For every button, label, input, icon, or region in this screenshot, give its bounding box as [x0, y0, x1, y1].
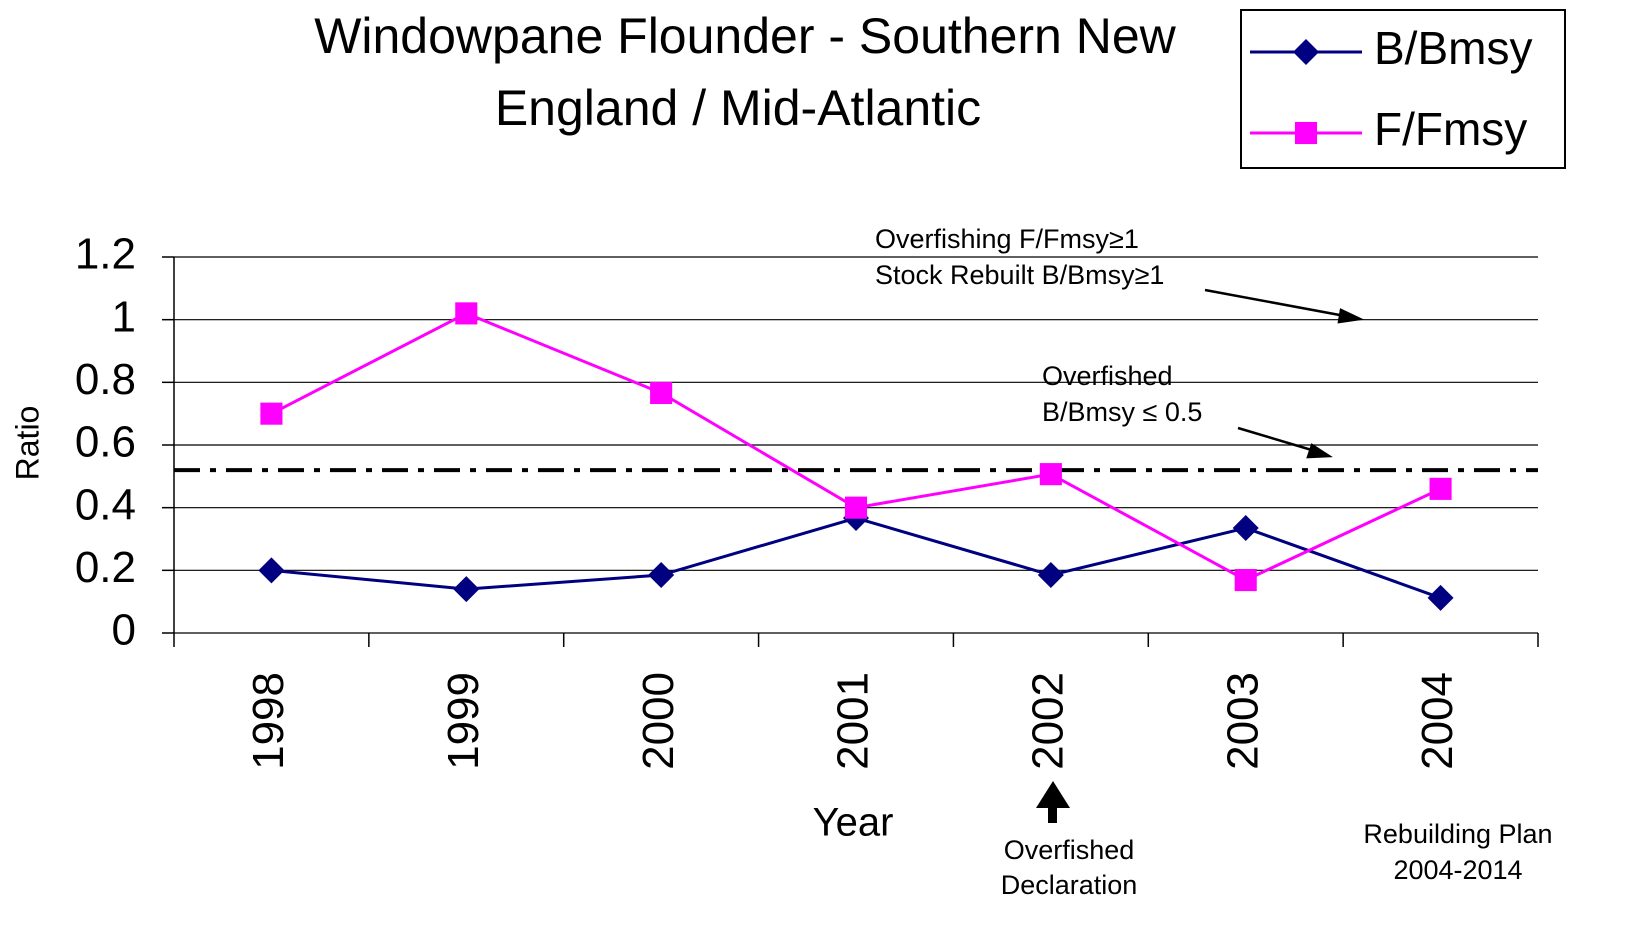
marker	[1294, 121, 1318, 145]
x-tick-label: 1998	[244, 672, 293, 770]
legend-label: B/Bmsy	[1374, 22, 1532, 74]
annotation: B/Bmsy ≤ 0.5	[1042, 397, 1202, 427]
arrow	[1204, 288, 1346, 318]
chart-title: England / Mid-Atlantic	[495, 80, 981, 136]
marker	[1234, 568, 1257, 592]
annotation: Declaration	[1001, 870, 1138, 900]
marker	[648, 562, 675, 589]
marker	[455, 302, 478, 325]
arrow-head	[1337, 308, 1365, 324]
y-tick-label: 0.6	[75, 418, 136, 467]
marker	[453, 576, 480, 603]
marker	[260, 402, 283, 425]
arrow-head	[1306, 443, 1333, 459]
x-axis-label: Year	[813, 801, 894, 845]
marker	[844, 496, 868, 519]
marker	[258, 557, 285, 584]
x-tick-label: 1999	[439, 672, 488, 770]
arrow	[1237, 426, 1316, 453]
annotation: Rebuilding Plan	[1363, 819, 1552, 849]
x-tick-label: 2003	[1218, 672, 1267, 770]
marker	[1039, 463, 1062, 486]
y-tick-label: 1.2	[75, 230, 136, 279]
arrows	[1036, 288, 1365, 823]
y-axis-label: Ratio	[9, 406, 45, 481]
x-tick-label: 2002	[1023, 672, 1072, 770]
marker	[650, 381, 673, 405]
marker	[1293, 39, 1319, 65]
annotation: 2004-2014	[1393, 855, 1522, 885]
y-tick-label: 1	[112, 292, 136, 341]
arrow	[1048, 805, 1057, 823]
y-tick-label: 0.4	[75, 480, 136, 529]
y-tick-label: 0	[112, 606, 136, 655]
marker	[1427, 584, 1454, 611]
marker	[1037, 562, 1064, 589]
y-tick-label: 0.2	[75, 543, 136, 592]
annotation: Overfishing F/Fmsy≥1	[875, 224, 1139, 254]
x-tick-label: 2004	[1413, 672, 1462, 770]
annotation: Overfished	[1004, 835, 1135, 865]
x-tick-label: 2000	[634, 672, 683, 770]
annotation: Overfished	[1042, 361, 1173, 391]
chart-title: Windowpane Flounder - Southern New	[314, 8, 1176, 64]
y-tick-label: 0.8	[75, 355, 136, 404]
series-line	[270, 311, 1442, 582]
x-tick-label: 2001	[829, 672, 878, 770]
marker	[1232, 515, 1259, 542]
annotation: Stock Rebuilt B/Bmsy≥1	[875, 260, 1164, 290]
legend-label: F/Fmsy	[1374, 103, 1527, 155]
marker	[1429, 477, 1452, 500]
arrow-head	[1036, 781, 1070, 808]
